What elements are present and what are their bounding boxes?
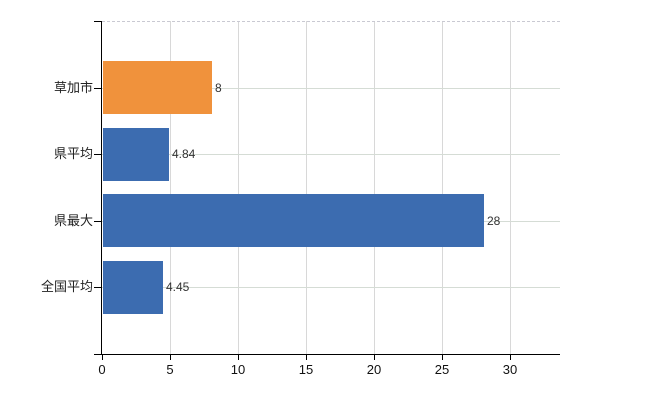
vertical-gridline	[237, 21, 239, 354]
bar-value-label: 4.45	[166, 280, 190, 294]
bar-value-label: 8	[215, 81, 222, 95]
bar-value-label: 28	[487, 214, 501, 228]
x-axis-tick-label: 5	[166, 362, 174, 377]
x-axis-tick-label: 15	[298, 362, 314, 377]
x-axis-tick-label: 0	[98, 362, 106, 377]
vertical-gridline	[441, 21, 443, 354]
category-label: 県平均	[53, 146, 93, 161]
vertical-gridline	[373, 21, 375, 354]
x-axis-tick	[510, 355, 511, 360]
x-axis-tick	[442, 355, 443, 360]
category-label: 草加市	[53, 80, 93, 95]
horizontal-gridline	[102, 88, 560, 89]
y-axis-edge-tick	[94, 21, 101, 22]
x-axis-tick-label: 20	[366, 362, 382, 377]
x-axis-tick	[102, 355, 103, 360]
horizontal-gridline	[102, 154, 560, 155]
bar-0	[103, 61, 212, 114]
y-axis-tick	[94, 88, 101, 89]
horizontal-gridline	[102, 287, 560, 288]
y-axis-tick	[94, 221, 101, 222]
x-axis-tick	[170, 355, 171, 360]
x-axis	[101, 354, 560, 355]
y-axis-tick	[94, 154, 101, 155]
x-axis-tick-label: 30	[502, 362, 518, 377]
vertical-gridline	[509, 21, 511, 354]
plot-top-border	[102, 21, 560, 22]
category-label: 県最大	[53, 213, 93, 228]
vertical-gridline	[305, 21, 307, 354]
y-axis	[101, 21, 102, 355]
category-label: 全国平均	[40, 279, 93, 294]
x-axis-tick-label: 10	[230, 362, 246, 377]
y-axis-tick	[94, 287, 101, 288]
bar-1	[103, 128, 169, 181]
y-axis-edge-tick	[94, 354, 101, 355]
x-axis-tick	[306, 355, 307, 360]
x-axis-tick-label: 25	[434, 362, 450, 377]
bar-value-label: 4.84	[172, 147, 196, 161]
x-axis-tick	[374, 355, 375, 360]
bar-2	[103, 194, 484, 247]
bar-3	[103, 261, 163, 314]
vertical-gridline	[169, 21, 171, 354]
x-axis-tick	[238, 355, 239, 360]
